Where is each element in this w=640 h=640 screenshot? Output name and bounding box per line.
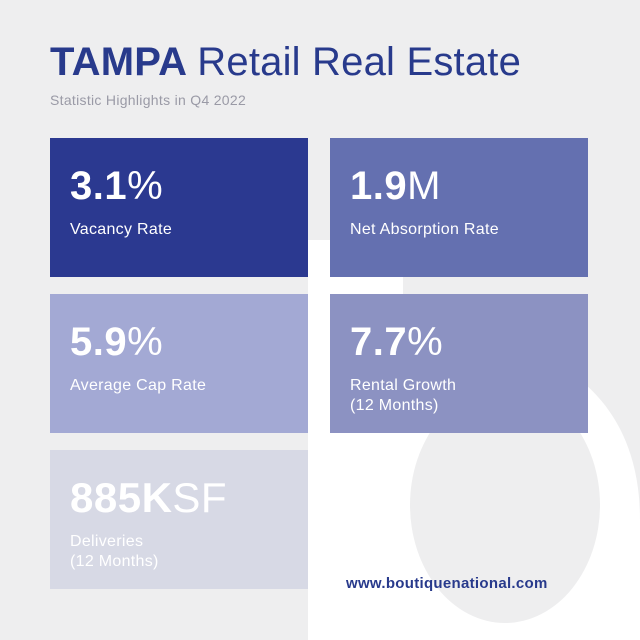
title-city: TAMPA [50,40,188,84]
stat-label-line: (12 Months) [70,553,159,570]
stat-card-net-absorption: 1.9M Net Absorption Rate [330,138,588,277]
stat-label-line: Deliveries [70,533,144,550]
header: TAMPA Retail Real Estate Statistic Highli… [50,40,610,108]
stat-number: 885K [70,474,173,521]
stat-label: Rental Growth (12 Months) [350,376,568,416]
stat-number: 5.9 [70,320,128,364]
page-title: TAMPA Retail Real Estate [50,40,610,84]
website-url[interactable]: www.boutiquenational.com [346,575,548,592]
stat-number: 7.7 [350,320,408,364]
stat-value: 3.1% [70,166,288,206]
stat-label: Vacancy Rate [70,221,173,238]
stat-label: Average Cap Rate [70,377,207,394]
stat-number: 3.1 [70,164,128,208]
stat-label: Deliveries (12 Months) [70,532,288,572]
page-subtitle: Statistic Highlights in Q4 2022 [50,92,247,108]
stat-label-line: (12 Months) [350,397,439,414]
stat-unit: SF [172,474,228,521]
stat-unit: % [127,320,164,364]
stat-unit: M [407,164,441,208]
stat-value: 885KSF [70,477,288,519]
title-rest: Retail Real Estate [197,40,522,84]
stat-card-average-cap-rate: 5.9% Average Cap Rate [50,294,308,433]
stat-label-line: Rental Growth [350,377,457,394]
stat-unit: % [127,164,164,208]
stat-card-vacancy-rate: 3.1% Vacancy Rate [50,138,308,277]
stat-card-rental-growth: 7.7% Rental Growth (12 Months) [330,294,588,433]
stat-value: 5.9% [70,322,288,362]
stat-card-deliveries: 885KSF Deliveries (12 Months) [50,450,308,589]
stat-label: Net Absorption Rate [350,221,499,238]
stat-number: 1.9 [350,164,408,208]
stat-value: 7.7% [350,322,568,362]
stat-value: 1.9M [350,166,568,206]
stat-unit: % [407,320,444,364]
